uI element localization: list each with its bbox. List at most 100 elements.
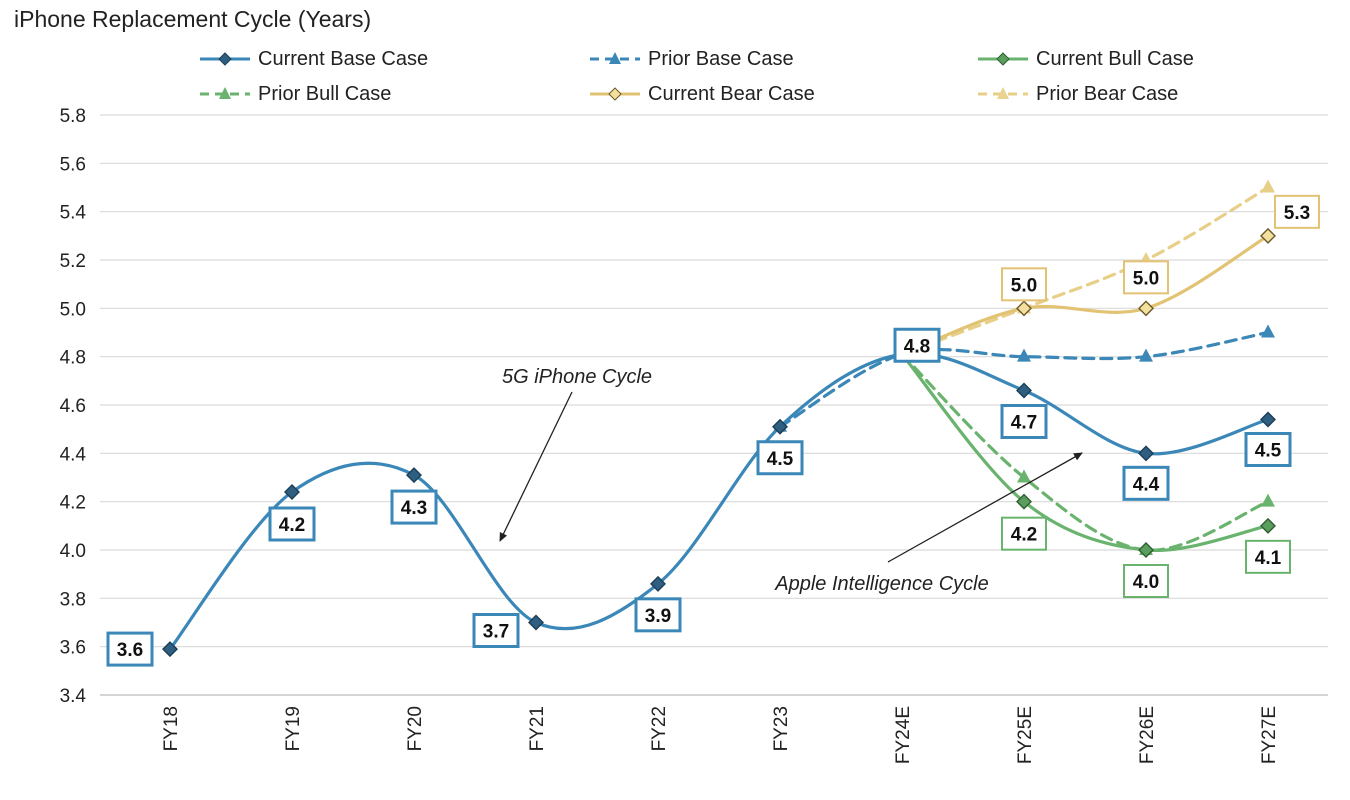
- y-tick-label: 4.2: [60, 493, 86, 514]
- y-tick-label: 5.0: [60, 299, 86, 320]
- data-label-box: [106, 631, 154, 667]
- data-label: 3.6: [106, 631, 154, 667]
- series-line-prior-base-case: [778, 330, 1270, 429]
- data-label-box: [268, 506, 316, 542]
- series-point-current-base-case: [650, 575, 666, 592]
- series-point-current-bull-case: [1260, 517, 1276, 534]
- x-tick-label: FY18: [161, 706, 182, 751]
- series-point-current-base-case: [528, 614, 544, 631]
- x-tick-label: FY19: [283, 706, 304, 751]
- series-line-current-bear-case: [900, 234, 1270, 356]
- y-tick-label: 3.4: [60, 686, 87, 707]
- y-tick-label: 5.6: [60, 154, 86, 175]
- data-label-box: [756, 440, 804, 476]
- data-label-box: [1245, 539, 1291, 574]
- legend-swatch-current-bear: [590, 87, 640, 101]
- legend-item-prior-bull: Prior Bull Case: [198, 79, 391, 109]
- data-label-box: [472, 613, 520, 648]
- data-label: 4.8: [893, 327, 941, 363]
- y-tick-label: 4.8: [60, 348, 86, 369]
- legend-item-current-bull: Current Bull Case: [976, 44, 1194, 74]
- series-point-current-bear-case: [1138, 300, 1154, 317]
- series-point-current-base-case: [406, 467, 422, 484]
- data-label-text: 4.3: [401, 498, 427, 519]
- legend-swatch-current-base: [200, 52, 250, 66]
- annotation-5g-iphone-cycle: 5G iPhone Cycle: [502, 366, 652, 388]
- series-point-current-base-case: [772, 418, 788, 435]
- data-label-text: 3.6: [117, 640, 143, 661]
- legend-item-current-bear: Current Bear Case: [588, 79, 815, 109]
- y-tick-label: 3.6: [60, 638, 86, 659]
- data-label: 3.7: [472, 613, 520, 648]
- data-label: 4.2: [268, 506, 316, 542]
- data-label: 5.0: [1001, 267, 1047, 302]
- data-label: 5.3: [1274, 194, 1320, 229]
- legend-item-prior-base: Prior Base Case: [588, 44, 794, 74]
- data-label-box: [893, 327, 941, 363]
- legend-item-prior-bear: Prior Bear Case: [976, 79, 1178, 109]
- x-tick-label: FY20: [405, 706, 426, 751]
- x-tick-label: FY26E: [1137, 706, 1158, 764]
- legend-label-current-bear: Current Bear Case: [648, 82, 815, 105]
- series-point-current-base-case: [1016, 382, 1032, 399]
- data-label: 3.9: [634, 597, 682, 633]
- data-label-text: 4.1: [1255, 548, 1282, 569]
- legend-label-prior-bear: Prior Bear Case: [1036, 82, 1179, 105]
- legend-label-prior-base: Prior Base Case: [648, 47, 794, 70]
- y-tick-label: 4.6: [60, 396, 86, 417]
- legend-item-current-base: Current Base Case: [198, 44, 428, 74]
- series-point-current-bull-case: [1016, 493, 1032, 510]
- y-tick-label: 5.4: [60, 203, 87, 224]
- annotation-arrow: [499, 391, 573, 542]
- data-label: 4.1: [1245, 539, 1291, 574]
- legend-label-current-bull: Current Bull Case: [1036, 47, 1194, 70]
- data-label-text: 3.9: [645, 606, 671, 627]
- data-label: 4.0: [1123, 564, 1169, 598]
- series-point-current-base-case: [162, 641, 178, 658]
- annotation-apple-intelligence-cycle: Apple Intelligence Cycle: [774, 573, 988, 595]
- x-tick-label: FY25E: [1015, 706, 1036, 764]
- data-label-text: 5.0: [1133, 268, 1159, 289]
- data-label-box: [1122, 465, 1170, 501]
- data-label-text: 4.2: [1011, 525, 1037, 546]
- y-tick-label: 3.8: [60, 589, 86, 610]
- legend-swatch-current-bull: [978, 52, 1028, 66]
- y-tick-label: 4.0: [60, 541, 86, 562]
- series-line-current-base-case: [168, 351, 1270, 651]
- series-point-current-base-case: [284, 484, 300, 500]
- x-tick-label: FY27E: [1259, 706, 1280, 764]
- series-point-current-base-case: [1260, 411, 1276, 428]
- data-label: 4.7: [1000, 404, 1048, 439]
- series-point-current-bear-case: [1260, 227, 1276, 244]
- series-line-prior-bull-case: [900, 352, 1270, 552]
- data-label-box: [390, 489, 438, 525]
- data-label-box: [1244, 432, 1292, 467]
- series-point-current-bear-case: [1016, 300, 1032, 317]
- data-label: 4.4: [1122, 465, 1170, 501]
- data-label-text: 5.3: [1284, 203, 1310, 224]
- y-tick-label: 5.8: [60, 106, 86, 127]
- legend-label-prior-bull: Prior Bull Case: [258, 82, 392, 105]
- annotation-arrow: [887, 452, 1083, 563]
- series-line-prior-bear-case: [900, 185, 1270, 356]
- legend-swatch-prior-base: [590, 52, 640, 64]
- data-label-box: [634, 597, 682, 633]
- data-label: 4.2: [1001, 516, 1047, 551]
- data-label: 4.3: [390, 489, 438, 525]
- data-label: 4.5: [1244, 432, 1292, 467]
- series-point-current-bull-case: [1138, 542, 1154, 558]
- legend-swatch-prior-bear: [978, 87, 1028, 99]
- data-label-box: [1274, 194, 1320, 229]
- data-label-text: 4.2: [279, 515, 305, 536]
- series-point-prior-base-case: [1139, 348, 1153, 362]
- series-point-prior-base-case: [1017, 348, 1031, 362]
- data-label-text: 4.7: [1011, 413, 1037, 434]
- legend-label-current-base: Current Base Case: [258, 47, 429, 70]
- x-tick-label: FY22: [649, 706, 670, 751]
- x-tick-label: FY23: [771, 706, 792, 751]
- data-label: 4.5: [756, 440, 804, 476]
- data-label-text: 3.7: [483, 622, 509, 643]
- series-point-prior-bear-case: [1261, 179, 1275, 193]
- legend: Current Base Case Prior Base Case Curren…: [0, 0, 1350, 110]
- series-line-current-bull-case: [900, 352, 1270, 553]
